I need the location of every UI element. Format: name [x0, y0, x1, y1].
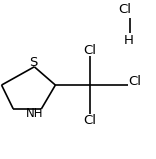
- Text: Cl: Cl: [83, 114, 96, 127]
- Text: Cl: Cl: [129, 75, 142, 88]
- Text: Cl: Cl: [118, 3, 131, 16]
- Text: NH: NH: [26, 107, 44, 120]
- Text: Cl: Cl: [83, 44, 96, 57]
- Text: S: S: [29, 56, 38, 69]
- Text: H: H: [124, 34, 134, 47]
